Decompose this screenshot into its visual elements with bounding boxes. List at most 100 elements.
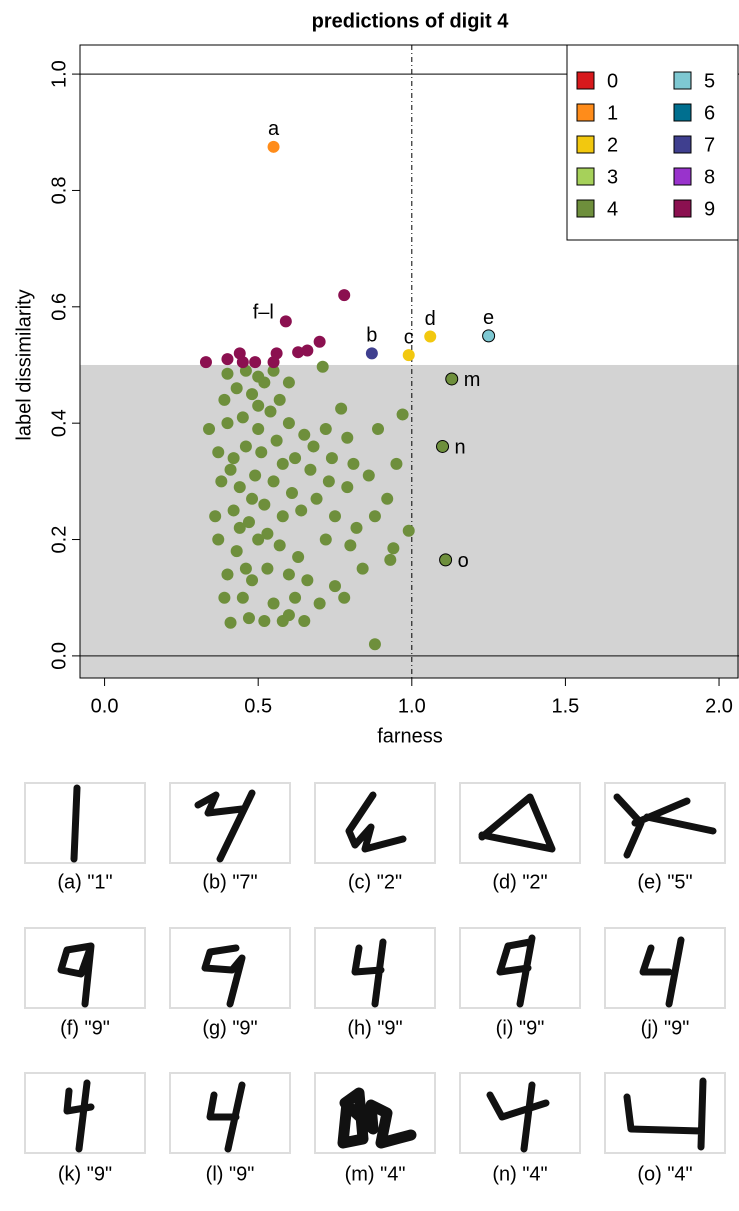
data-point (381, 492, 394, 505)
y-tick-label: 1.0 (48, 60, 70, 88)
data-point (255, 446, 268, 459)
digit-image (169, 927, 291, 1009)
data-point (258, 498, 271, 511)
y-axis-label: label dissimilarity (13, 289, 35, 440)
data-point (221, 568, 234, 581)
panel-caption: (k) "9" (58, 1163, 112, 1185)
data-point (239, 562, 252, 575)
data-point (249, 356, 262, 369)
legend-swatch (673, 135, 692, 154)
data-point (289, 452, 302, 465)
data-point (252, 370, 265, 383)
data-point (436, 439, 450, 453)
data-point (402, 349, 415, 362)
y-tick-label: 0.4 (48, 409, 70, 437)
data-point (224, 616, 237, 629)
data-point (282, 417, 295, 430)
data-point (356, 562, 369, 575)
panel-caption: (f) "9" (60, 1017, 110, 1039)
data-point (227, 452, 240, 465)
y-tick-label: 0.2 (48, 526, 70, 554)
data-point (319, 422, 332, 435)
data-point (249, 469, 262, 482)
data-point (362, 469, 375, 482)
plot-frame (79, 44, 739, 679)
data-point (233, 521, 246, 534)
data-point (267, 475, 280, 488)
data-point (270, 347, 283, 360)
legend-label: 2 (607, 134, 618, 156)
data-point (221, 417, 234, 430)
data-point (347, 457, 360, 470)
x-axis-label: farness (377, 725, 443, 747)
panel-caption: (m) "4" (345, 1163, 406, 1185)
digit-image (24, 782, 146, 864)
data-point (295, 504, 308, 517)
data-point (328, 580, 341, 593)
data-point (304, 463, 317, 476)
data-point (233, 481, 246, 494)
data-point (267, 364, 280, 377)
x-tick-label: 1.0 (398, 695, 426, 717)
panel-caption: (l) "9" (206, 1163, 255, 1185)
data-point (285, 486, 298, 499)
data-point (236, 411, 249, 424)
data-point (273, 539, 286, 552)
panel-caption: (h) "9" (347, 1017, 402, 1039)
data-point (242, 516, 255, 529)
legend-label: 4 (607, 198, 618, 220)
data-point (390, 457, 403, 470)
data-point (387, 542, 400, 555)
data-point (230, 545, 243, 558)
legend: 0 1 2 3 4 5 6 7 8 9 (566, 44, 739, 241)
x-tick-label: 2.0 (705, 695, 733, 717)
panel-caption: (c) "2" (348, 871, 402, 893)
data-point (445, 372, 459, 386)
data-point (301, 344, 314, 357)
data-point (246, 574, 259, 587)
data-point (298, 614, 311, 627)
data-point (282, 609, 295, 622)
data-point (276, 457, 289, 470)
digit-image (169, 782, 291, 864)
legend-label: 6 (704, 102, 715, 124)
data-point (199, 356, 212, 369)
data-point (292, 346, 305, 359)
shaded-region (80, 364, 739, 678)
data-point (215, 475, 228, 488)
data-point (236, 591, 249, 604)
legend-label: 7 (704, 134, 715, 156)
data-point (261, 527, 274, 540)
data-point (338, 591, 351, 604)
data-point (221, 367, 234, 380)
data-point (261, 562, 274, 575)
data-point (344, 539, 357, 552)
data-point (341, 431, 354, 444)
panel-caption: (g) "9" (202, 1017, 257, 1039)
legend-swatch (673, 71, 692, 90)
point-label: b (366, 325, 377, 347)
data-point (316, 360, 329, 373)
data-point (252, 533, 265, 546)
digit-image (604, 782, 726, 864)
data-point (439, 553, 453, 567)
data-point (236, 356, 249, 369)
legend-swatch (576, 135, 595, 154)
panel-caption: (n) "4" (492, 1163, 547, 1185)
digit-image (459, 782, 581, 864)
data-point (325, 452, 338, 465)
panel-caption: (e) "5" (637, 871, 692, 893)
y-tick-label: 0.6 (48, 293, 70, 321)
data-point (209, 510, 222, 523)
legend-swatch (673, 167, 692, 186)
digit-image (24, 927, 146, 1009)
data-point (279, 315, 292, 328)
legend-label: 9 (704, 198, 715, 220)
legend-label: 8 (704, 166, 715, 188)
x-tick-label: 0.5 (244, 695, 272, 717)
data-point (372, 422, 385, 435)
x-tick-label: 0.0 (91, 695, 119, 717)
data-point (350, 521, 363, 534)
digit-image (314, 1072, 436, 1154)
